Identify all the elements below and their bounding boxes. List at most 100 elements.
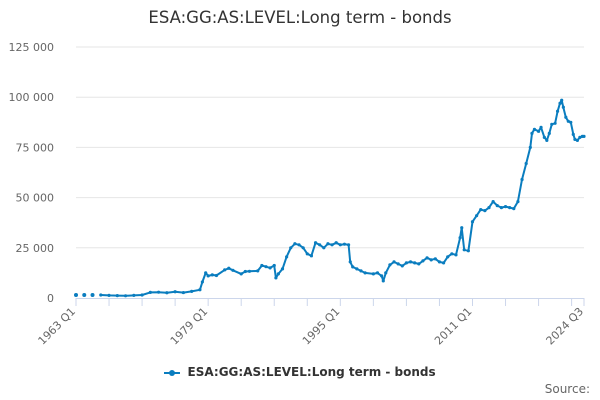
data-point[interactable] [280,267,285,271]
data-point[interactable] [148,290,152,294]
data-point[interactable] [475,214,479,218]
data-point[interactable] [272,263,276,268]
data-point[interactable] [309,254,314,258]
data-point[interactable] [107,293,111,297]
data-point[interactable] [198,288,202,292]
data-point[interactable] [239,272,243,276]
data-point[interactable] [417,262,421,266]
data-point[interactable] [573,137,577,141]
data-point[interactable] [495,204,499,208]
data-point[interactable] [569,120,573,124]
data-point[interactable] [429,258,433,262]
legend-item[interactable]: ESA:GG:AS:LEVEL:Long term - bonds [0,365,600,379]
data-point[interactable] [165,291,169,295]
data-point[interactable] [363,271,367,275]
data-point[interactable] [536,129,541,133]
data-point[interactable] [524,161,528,166]
data-point[interactable] [274,276,278,280]
data-point[interactable] [462,248,466,252]
data-point[interactable] [487,206,491,210]
data-point[interactable] [408,260,413,264]
data-point[interactable] [74,292,78,297]
data-point[interactable] [326,242,330,246]
data-point[interactable] [334,241,338,245]
data-point[interactable] [301,246,305,250]
data-point[interactable] [520,177,524,182]
data-point[interactable] [293,242,297,246]
data-point[interactable] [200,280,204,284]
data-point[interactable] [545,138,549,142]
data-point[interactable] [388,263,392,267]
data-point[interactable] [512,207,516,211]
data-point[interactable] [330,243,334,247]
data-point[interactable] [348,260,352,264]
data-point[interactable] [470,220,475,224]
data-point[interactable] [276,272,280,276]
data-point[interactable] [247,269,252,273]
data-point[interactable] [322,246,326,250]
data-point[interactable] [516,200,520,204]
credits-source[interactable]: Source: [544,382,590,396]
data-point[interactable] [206,274,210,278]
data-point[interactable] [243,269,247,274]
data-point[interactable] [433,257,437,261]
data-point[interactable] [380,274,384,278]
data-point[interactable] [264,265,268,269]
data-point[interactable] [313,241,318,245]
data-point[interactable] [561,105,565,109]
data-point[interactable] [318,243,322,247]
data-point[interactable] [140,293,144,297]
data-point[interactable] [190,289,194,293]
data-point[interactable] [90,292,95,297]
data-point[interactable] [285,255,289,259]
data-point[interactable] [466,249,470,253]
data-point[interactable] [256,269,260,273]
data-point[interactable] [392,260,396,264]
data-point[interactable] [558,101,562,105]
data-point[interactable] [231,268,235,272]
data-point[interactable] [289,246,293,250]
data-point[interactable] [297,243,301,247]
data-point[interactable] [566,119,570,123]
data-point[interactable] [227,266,231,270]
data-point[interactable] [553,121,557,125]
data-point[interactable] [508,206,512,210]
data-point[interactable] [460,226,464,230]
data-point[interactable] [446,255,450,259]
data-point[interactable] [483,209,487,213]
data-point[interactable] [355,267,359,271]
data-point[interactable] [425,256,429,260]
data-point[interactable] [421,259,425,263]
data-point[interactable] [582,134,586,138]
data-point[interactable] [268,266,272,270]
data-point[interactable] [404,261,409,265]
data-point[interactable] [82,292,87,297]
data-point[interactable] [223,268,227,272]
data-point[interactable] [342,242,347,246]
data-point[interactable] [123,294,128,298]
data-point[interactable] [499,206,503,210]
data-point[interactable] [550,122,554,126]
data-point[interactable] [532,127,537,131]
data-point[interactable] [491,200,495,204]
data-point[interactable] [384,271,388,275]
data-point[interactable] [454,253,458,257]
data-point[interactable] [528,145,532,149]
data-point[interactable] [479,208,483,212]
data-point[interactable] [539,125,543,129]
data-point[interactable] [450,252,454,256]
data-point[interactable] [564,115,568,119]
data-point[interactable] [181,290,185,295]
data-point[interactable] [157,290,161,294]
data-point[interactable] [338,243,342,247]
data-point[interactable] [555,109,560,113]
data-point[interactable] [132,293,136,297]
data-point[interactable] [542,135,546,139]
data-point[interactable] [346,243,351,247]
data-point[interactable] [214,273,219,278]
data-point[interactable] [547,131,551,135]
data-point[interactable] [503,205,508,209]
data-point[interactable] [375,271,380,275]
data-point[interactable] [560,98,564,102]
data-point[interactable] [305,252,309,256]
